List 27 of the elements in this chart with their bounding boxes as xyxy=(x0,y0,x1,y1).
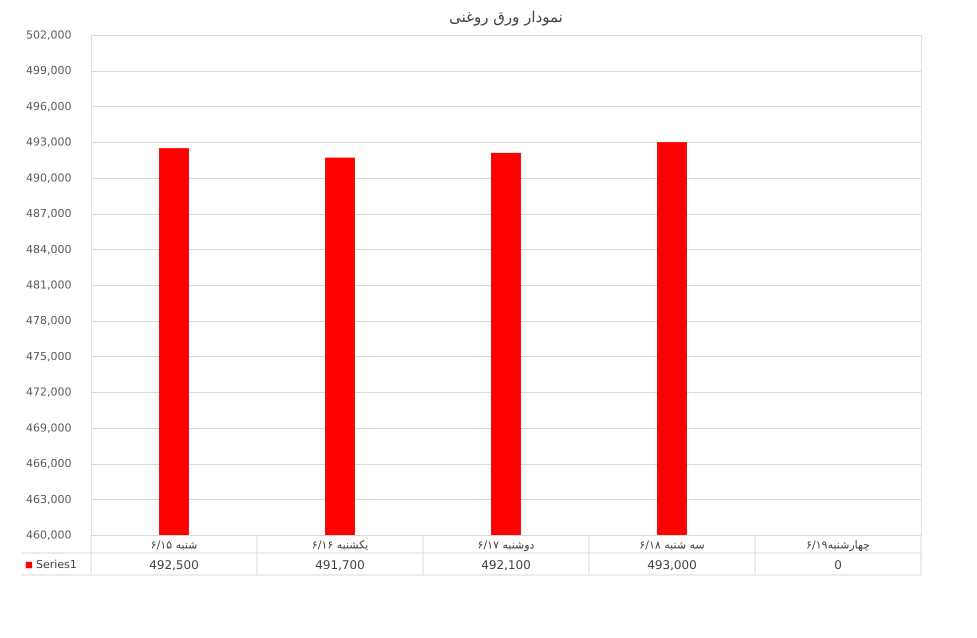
y-tick-label: 475,000 xyxy=(26,350,72,363)
x-tick-label: سه شنبه ۶/۱۸ xyxy=(639,538,705,552)
y-tick-label: 493,000 xyxy=(26,136,72,149)
y-tick-label: 490,000 xyxy=(26,171,72,184)
text: 0 xyxy=(834,558,842,572)
y-tick-label: 472,000 xyxy=(26,386,72,399)
y-tick-label: 502,000 xyxy=(26,28,72,42)
y-tick-label: 463,000 xyxy=(26,492,72,506)
legend-label: Series1 xyxy=(36,558,77,571)
x-tick-label: چهارشنبه۶/۱۹ xyxy=(806,538,870,552)
y-tick-label: 469,000 xyxy=(26,421,72,434)
data-label: 492,100 xyxy=(481,558,531,572)
y-tick-label: 466,000 xyxy=(26,457,72,470)
y-tick-label: 496,000 xyxy=(26,100,72,113)
y-tick-label: 478,000 xyxy=(26,314,72,328)
data-label: 492,500 xyxy=(149,558,199,572)
chart-title: نمودار ورق روغنی xyxy=(449,8,563,26)
data-label: 491,700 xyxy=(315,558,365,572)
data-label: 493,000 xyxy=(647,558,697,572)
y-tick-label: 481,000 xyxy=(26,278,72,292)
x-tick-label: شنبه ۶/۱۵ xyxy=(150,538,198,552)
x-tick-label: یکشنبه ۶/۱۶ xyxy=(312,538,368,552)
y-tick-label: 460,000 xyxy=(26,528,72,542)
y-tick-label: 499,000 xyxy=(26,64,72,78)
y-tick-label: 487,000 xyxy=(26,207,72,220)
x-tick-label: دوشنبه ۶/۱۷ xyxy=(478,538,535,552)
y-tick-label: 484,000 xyxy=(26,242,72,256)
